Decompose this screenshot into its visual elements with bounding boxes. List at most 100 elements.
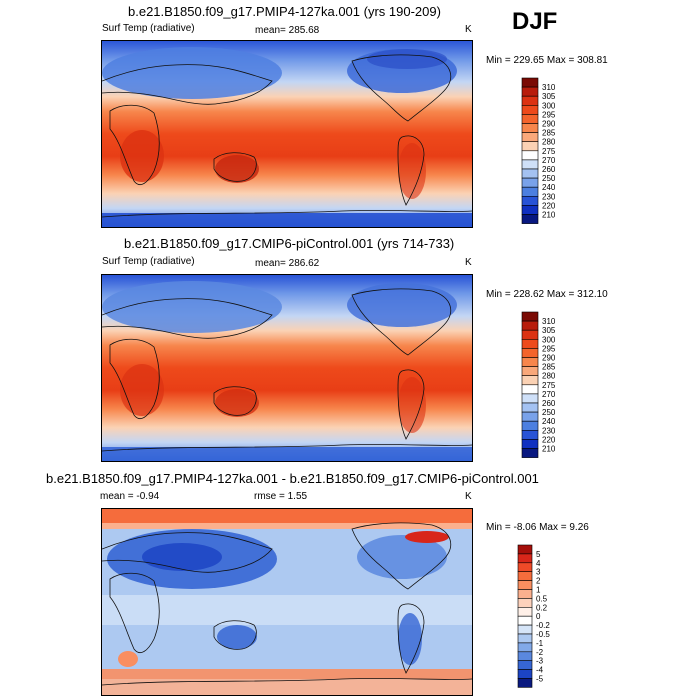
panel3-colorbar-label: 5 (536, 550, 541, 559)
panel3-colorbar-swatch (517, 553, 533, 564)
africa-warm-region (120, 364, 164, 416)
panel3-map (101, 508, 473, 696)
panel1-colorbar-label: 230 (542, 192, 556, 201)
panel3-title: b.e21.B1850.f09_g17.PMIP4-127ka.001 - b.… (46, 471, 539, 486)
north-america-cold-anomaly (357, 535, 447, 579)
panel1-colorbar-label: 305 (542, 92, 556, 101)
panel2-colorbar-label: 300 (542, 335, 556, 344)
panel2-minmax: Min = 228.62 Max = 312.10 (486, 289, 608, 300)
australia-cold-anomaly (217, 625, 257, 649)
panel2-colorbar-swatch (521, 375, 539, 386)
panel3-colorbar-swatch (517, 615, 533, 626)
panel3-colorbar-label: 0 (536, 612, 541, 621)
north-america-cold-region (347, 283, 457, 327)
panel2-colorbar-swatch (521, 320, 539, 331)
panel1-variable: Surf Temp (radiative) (102, 23, 195, 34)
australia-warm-region (215, 155, 259, 183)
panel1-colorbar-swatch (521, 177, 539, 188)
panel2-map (101, 274, 473, 462)
panel3-colorbar-swatch (517, 606, 533, 617)
season-label: DJF (512, 8, 558, 35)
panel2-mean: mean= 286.62 (255, 258, 320, 269)
panel2-colorbar-swatch (521, 384, 539, 395)
panel2-colorbar-label: 280 (542, 372, 556, 381)
panel3-colorbar: 5 4 3 2 1 0.5 0.2 0 -0.2 -0.5 -1 -2 -3 -4 -5 (517, 544, 568, 695)
panel3-colorbar-label: 0.5 (536, 594, 548, 603)
panel1-colorbar-label: 250 (542, 174, 556, 183)
panel3-colorbar-label: -2 (536, 648, 544, 657)
panel2-colorbar-label: 290 (542, 354, 556, 363)
panel1-colorbar-swatch (521, 168, 539, 179)
panel1-colorbar-label: 280 (542, 138, 556, 147)
panel3-units: K (465, 491, 472, 502)
panel1-minmax: Min = 229.65 Max = 308.81 (486, 55, 608, 66)
panel1-colorbar-label: 275 (542, 147, 556, 156)
panel3-mean: mean = -0.94 (100, 491, 160, 502)
panel2-colorbar-label: 305 (542, 326, 556, 335)
panel3-colorbar-label: -1 (536, 639, 544, 648)
panel3-rmse: rmse = 1.55 (254, 491, 308, 502)
panel1-colorbar-swatch (521, 77, 539, 88)
panel2-colorbar-label: 295 (542, 344, 556, 353)
panel3-colorbar-label: 2 (536, 577, 541, 586)
panel1-map (101, 40, 473, 228)
panel2-colorbar-swatch (521, 357, 539, 367)
panel2-colorbar-swatch (521, 338, 539, 349)
panel2-colorbar-swatch (521, 430, 539, 440)
panel1-colorbar-swatch (521, 104, 539, 115)
panel1-colorbar-label: 270 (542, 156, 556, 165)
panel1-units: K (465, 24, 472, 35)
panel2-colorbar-label: 285 (542, 363, 556, 372)
panel3-colorbar-swatch (517, 598, 533, 608)
panel3-colorbar-swatch (517, 669, 533, 679)
panel2-units: K (465, 257, 472, 268)
panel1-colorbar-label: 295 (542, 110, 556, 119)
panel1-colorbar-swatch (521, 95, 539, 106)
panel3-colorbar-swatch (517, 624, 533, 635)
south-america-warm-region (398, 377, 426, 433)
panel1-colorbar-label: 240 (542, 183, 556, 192)
panel3-colorbar-label: -5 (536, 675, 544, 684)
panel1-colorbar-label: 260 (542, 165, 556, 174)
panel1-colorbar-swatch (521, 214, 539, 224)
eurasia-cold-region (102, 281, 282, 333)
panel2-colorbar-swatch (521, 348, 539, 358)
panel3-colorbar-swatch (517, 571, 533, 581)
panel1-colorbar-swatch (521, 141, 539, 152)
panel2-variable: Surf Temp (radiative) (102, 256, 195, 267)
panel2-colorbar-swatch (521, 420, 539, 431)
panel2-colorbar-label: 275 (542, 381, 556, 390)
panel1-colorbar: 310 305 300 295 290 285 280 275 270 260 250 240 230 2… (521, 77, 572, 238)
panel1-colorbar-label: 285 (542, 129, 556, 138)
panel2-colorbar-label: 240 (542, 417, 556, 426)
south-america-cold-anomaly (398, 613, 422, 665)
panel1-colorbar-swatch (521, 86, 539, 97)
panel2-colorbar-swatch (521, 411, 539, 422)
panel3-colorbar-label: 4 (536, 559, 541, 568)
panel2-colorbar-swatch (521, 366, 539, 376)
panel2-colorbar-swatch (521, 402, 539, 413)
panel3-colorbar-swatch (517, 589, 533, 599)
panel1-colorbar-swatch (521, 123, 539, 133)
panel3-colorbar-swatch (517, 562, 533, 572)
panel3-colorbar-swatch (517, 633, 533, 644)
arctic-warm-band (102, 509, 472, 523)
coastlines (102, 54, 472, 218)
panel1-colorbar-swatch (521, 150, 539, 161)
panel3-colorbar-swatch (517, 678, 533, 688)
panel2-title: b.e21.B1850.f09_g17.CMIP6-piControl.001 … (124, 236, 455, 251)
panel3-colorbar-swatch (517, 642, 533, 653)
panel2-colorbar-label: 220 (542, 435, 556, 444)
panel2-colorbar-swatch (521, 311, 539, 322)
eurasia-cold-region (102, 47, 282, 99)
panel3-colorbar-swatch (517, 651, 533, 662)
panel3-colorbar-label: -4 (536, 666, 544, 675)
panel3-colorbar-label: -0.5 (536, 630, 550, 639)
southern-africa-warm-anomaly (118, 651, 138, 667)
panel1-colorbar-swatch (521, 186, 539, 197)
panel2-colorbar-label: 270 (542, 390, 556, 399)
panel3-colorbar-label: 3 (536, 568, 541, 577)
panel2-colorbar-swatch (521, 439, 539, 449)
australia-warm-region (215, 389, 259, 417)
panel3-colorbar-label: -3 (536, 657, 544, 666)
